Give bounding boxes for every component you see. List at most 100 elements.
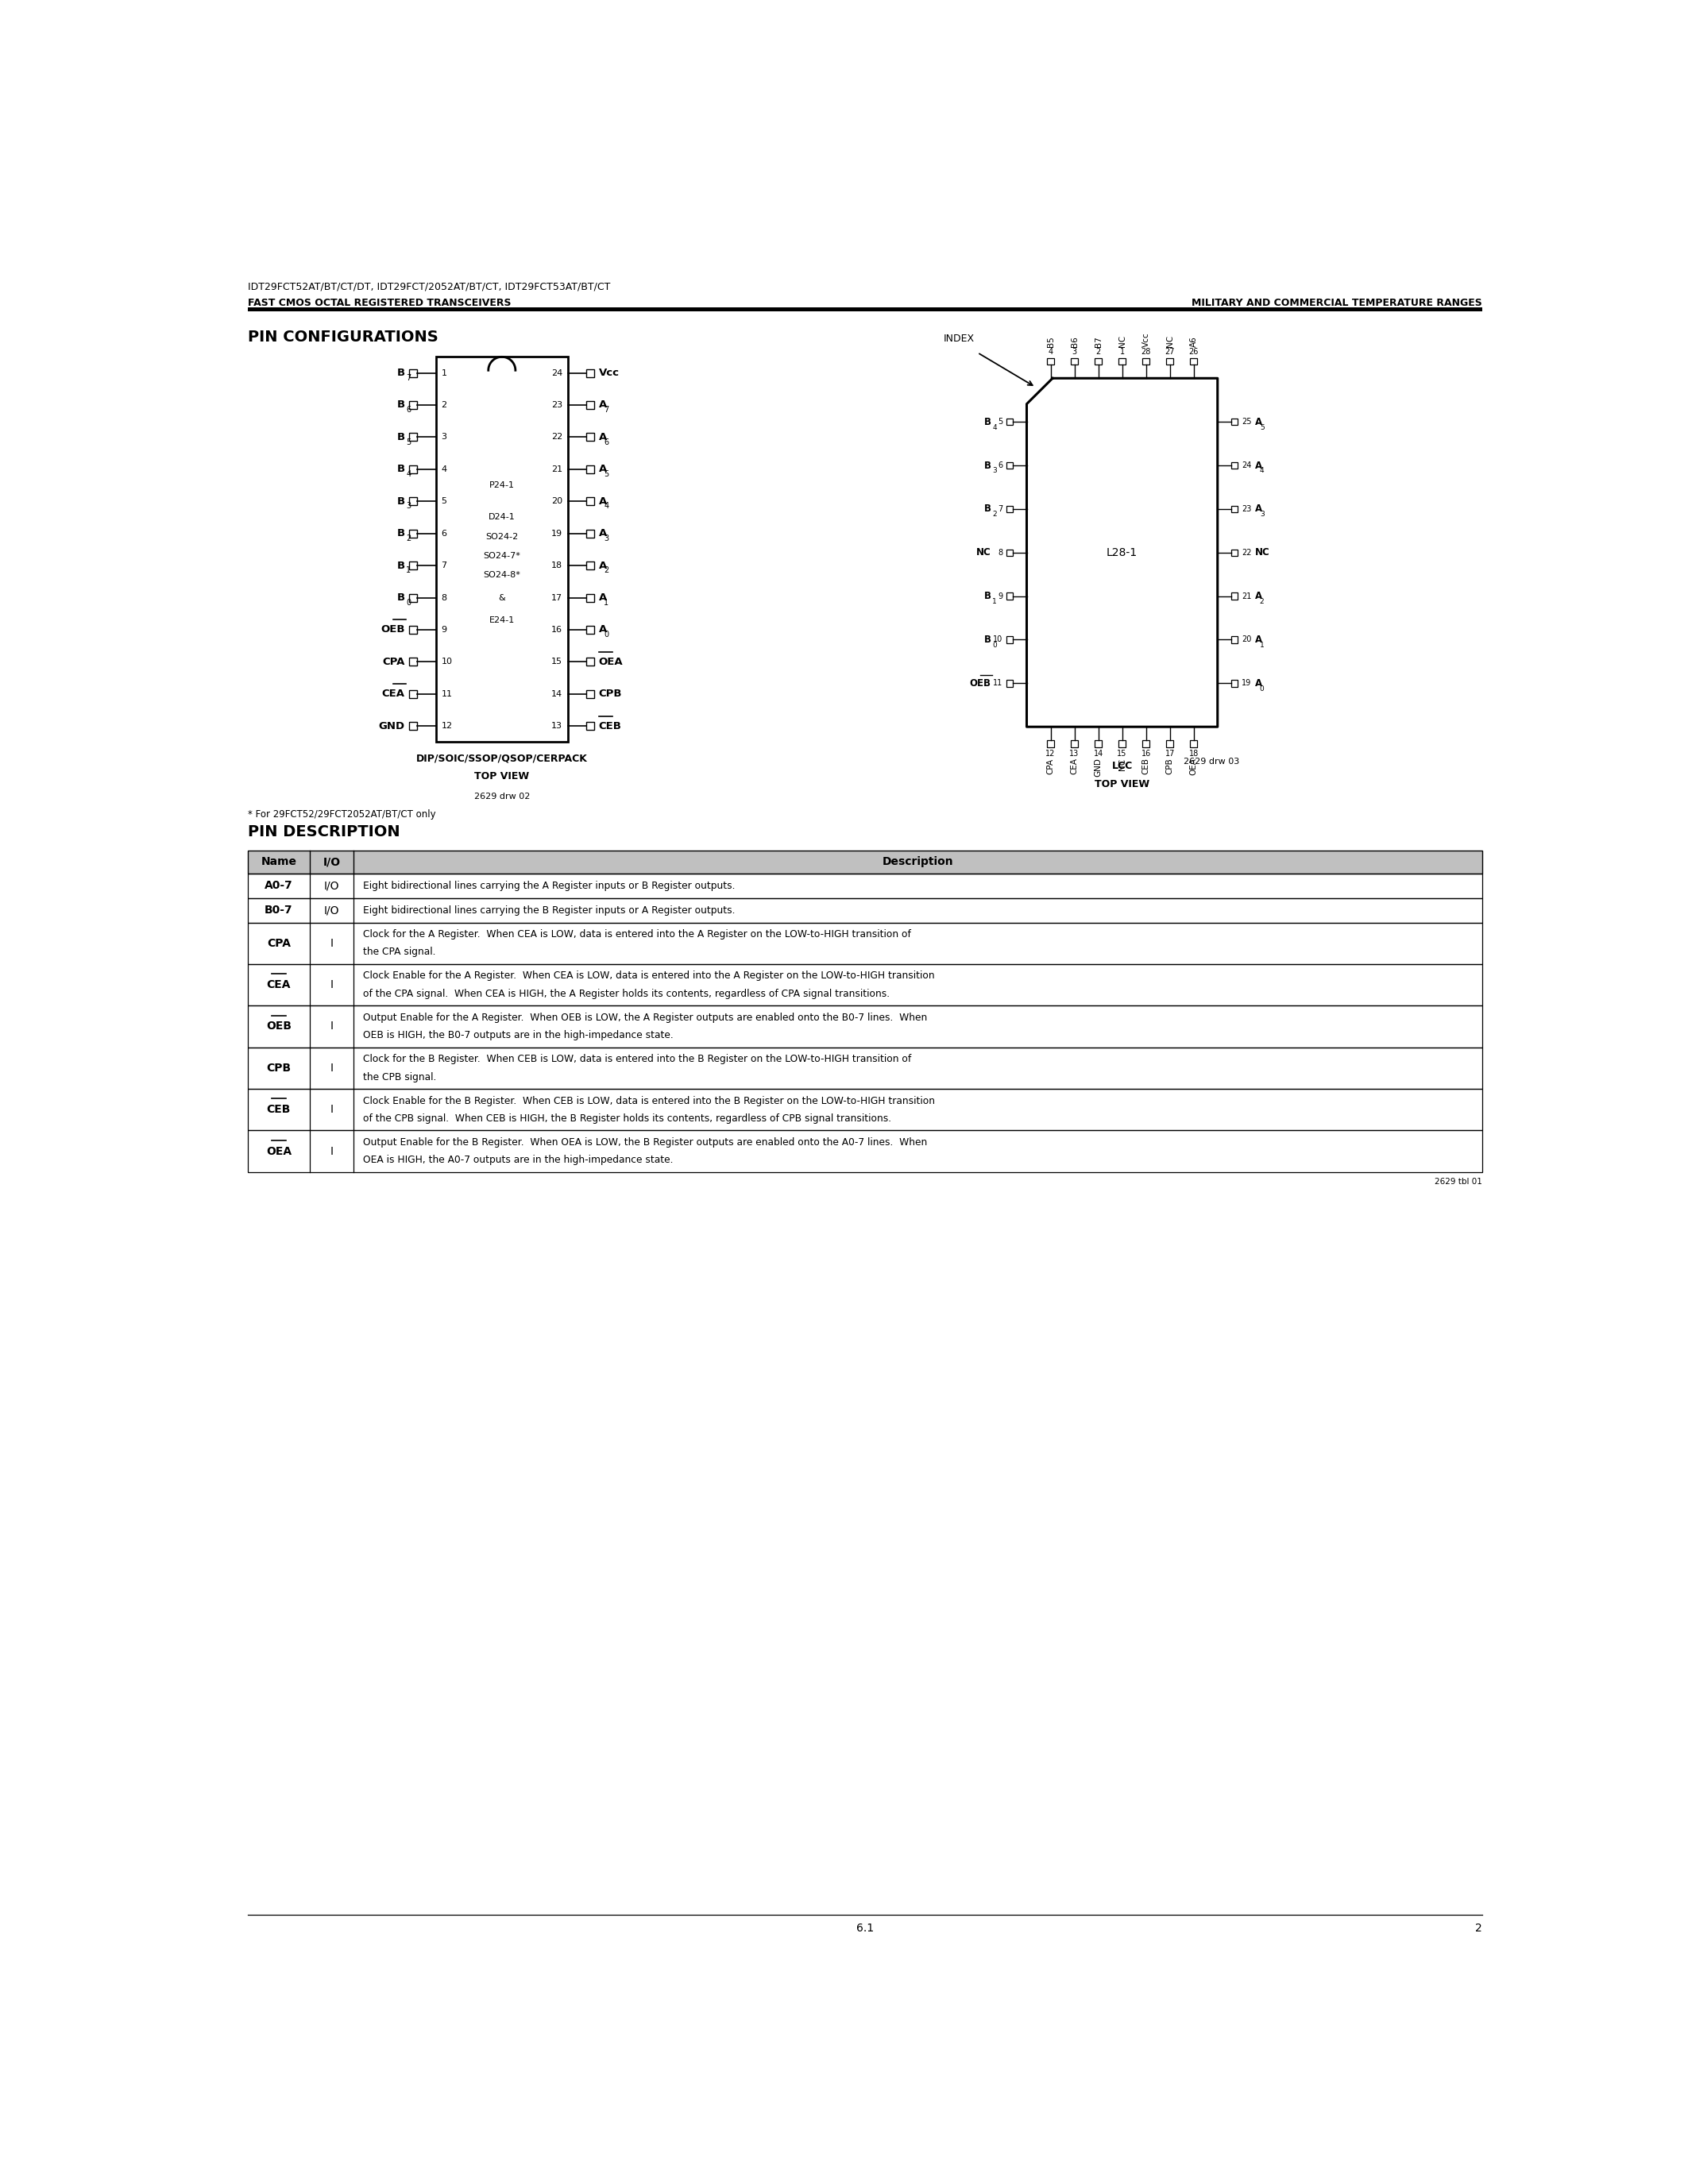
Text: A6: A6 xyxy=(1190,336,1198,347)
Text: OEA: OEA xyxy=(599,657,623,666)
Text: A: A xyxy=(1256,677,1263,688)
Text: CPA: CPA xyxy=(267,937,290,948)
Text: NC: NC xyxy=(1117,758,1126,771)
Text: 18: 18 xyxy=(1188,749,1198,758)
Text: 6: 6 xyxy=(998,461,1003,470)
Text: 1: 1 xyxy=(604,598,609,607)
Text: A: A xyxy=(599,463,608,474)
Text: 4: 4 xyxy=(407,470,410,478)
Text: 27: 27 xyxy=(1165,347,1175,356)
Text: CEA: CEA xyxy=(1070,758,1079,775)
Bar xyxy=(1006,419,1013,426)
Text: I: I xyxy=(331,1105,333,1116)
Bar xyxy=(1231,507,1237,513)
Text: 3: 3 xyxy=(1259,511,1264,518)
Bar xyxy=(436,356,569,743)
Text: A: A xyxy=(1256,461,1263,470)
Text: 7: 7 xyxy=(604,406,609,415)
Text: CPA: CPA xyxy=(383,657,405,666)
Text: 9: 9 xyxy=(441,627,447,633)
Text: I/O: I/O xyxy=(324,880,339,891)
Text: 6: 6 xyxy=(407,406,410,415)
Bar xyxy=(248,922,1482,963)
Text: of the CPA signal.  When CEA is HIGH, the A Register holds its contents, regardl: of the CPA signal. When CEA is HIGH, the… xyxy=(363,989,890,998)
Text: Vcc: Vcc xyxy=(599,367,619,378)
Text: A: A xyxy=(599,592,608,603)
Text: B: B xyxy=(984,417,991,428)
Text: GND: GND xyxy=(378,721,405,732)
Bar xyxy=(1231,548,1237,557)
Text: 2629 drw 03: 2629 drw 03 xyxy=(1183,758,1239,764)
Text: 2: 2 xyxy=(407,535,412,542)
Text: OEA: OEA xyxy=(267,1147,292,1158)
Text: FAST CMOS OCTAL REGISTERED TRANSCEIVERS: FAST CMOS OCTAL REGISTERED TRANSCEIVERS xyxy=(248,297,511,308)
Bar xyxy=(248,1048,1482,1090)
Text: 5: 5 xyxy=(998,417,1003,426)
Text: 2629 tbl 01: 2629 tbl 01 xyxy=(1435,1177,1482,1186)
Bar xyxy=(1231,636,1237,642)
Bar xyxy=(1006,548,1013,557)
Text: 28: 28 xyxy=(1141,347,1151,356)
Text: B6: B6 xyxy=(1070,336,1079,347)
Text: 0: 0 xyxy=(407,598,410,607)
Text: OEB: OEB xyxy=(969,677,991,688)
Text: 10: 10 xyxy=(441,657,452,666)
Text: 5: 5 xyxy=(407,439,412,446)
Text: 2: 2 xyxy=(1259,598,1264,605)
Text: OEB: OEB xyxy=(267,1020,292,1033)
Bar xyxy=(1096,358,1102,365)
Text: 3: 3 xyxy=(993,467,998,474)
Text: 2: 2 xyxy=(1096,347,1101,356)
Text: OEA is HIGH, the A0-7 outputs are in the high-impedance state.: OEA is HIGH, the A0-7 outputs are in the… xyxy=(363,1155,674,1166)
Text: A: A xyxy=(599,529,608,539)
Bar xyxy=(1070,358,1079,365)
Text: 2: 2 xyxy=(1475,1922,1482,1935)
Bar xyxy=(1231,419,1237,426)
Text: 3: 3 xyxy=(407,502,410,511)
Text: Name: Name xyxy=(262,856,297,867)
Bar xyxy=(248,308,1482,310)
Text: 15: 15 xyxy=(1117,749,1128,758)
Text: 13: 13 xyxy=(552,723,562,729)
Text: 18: 18 xyxy=(552,561,562,570)
Text: 7: 7 xyxy=(407,373,412,382)
Text: 20: 20 xyxy=(552,498,562,505)
Text: 17: 17 xyxy=(1165,749,1175,758)
Text: A: A xyxy=(599,561,608,570)
Text: the CPA signal.: the CPA signal. xyxy=(363,948,436,957)
Text: 10: 10 xyxy=(993,636,1003,644)
Text: B: B xyxy=(397,367,405,378)
Bar xyxy=(248,1090,1482,1131)
Text: P24-1: P24-1 xyxy=(490,480,515,489)
Text: 4: 4 xyxy=(604,502,609,511)
Text: 15: 15 xyxy=(552,657,562,666)
Bar xyxy=(248,963,1482,1005)
Text: 0: 0 xyxy=(993,642,998,649)
Bar xyxy=(408,402,417,408)
Bar xyxy=(408,529,417,537)
Text: B: B xyxy=(984,592,991,601)
Text: E24-1: E24-1 xyxy=(490,616,515,625)
Text: Clock for the A Register.  When CEA is LOW, data is entered into the A Register : Clock for the A Register. When CEA is LO… xyxy=(363,928,912,939)
Text: 4: 4 xyxy=(1048,347,1053,356)
Text: B: B xyxy=(984,461,991,470)
Text: A: A xyxy=(1256,636,1263,644)
Text: 12: 12 xyxy=(441,723,452,729)
Bar xyxy=(1231,679,1237,686)
Bar xyxy=(586,690,594,699)
Text: 5: 5 xyxy=(441,498,447,505)
Text: A: A xyxy=(599,625,608,636)
Bar xyxy=(1166,358,1173,365)
Text: 1: 1 xyxy=(1259,642,1264,649)
Bar xyxy=(1006,592,1013,598)
Text: 6.1: 6.1 xyxy=(856,1922,874,1935)
Text: 23: 23 xyxy=(1242,505,1251,513)
Bar xyxy=(248,874,1482,898)
Bar xyxy=(408,657,417,666)
Bar xyxy=(1190,358,1197,365)
Text: D24-1: D24-1 xyxy=(488,513,515,522)
Text: I: I xyxy=(331,1061,333,1075)
Text: 20: 20 xyxy=(1242,636,1251,644)
Bar xyxy=(1231,463,1237,470)
Text: 9: 9 xyxy=(998,592,1003,601)
